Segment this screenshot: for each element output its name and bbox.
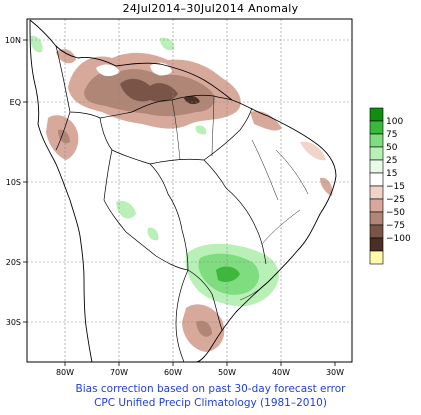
y-tick-label: EQ: [10, 98, 21, 107]
legend-swatch: [369, 237, 384, 252]
legend-label: 50: [386, 143, 398, 153]
map-title: 24Jul2014–30Jul2014 Anomaly: [122, 2, 299, 15]
y-tick-labels: 10N EQ 10S 20S 30S: [5, 36, 21, 327]
legend-swatch: [369, 224, 384, 239]
y-tick-label: 10N: [5, 36, 21, 45]
legend-label: 25: [386, 156, 397, 166]
legend-swatch: [369, 146, 384, 161]
anomaly-shading: [30, 35, 333, 352]
y-tick-label: 30S: [6, 318, 21, 327]
legend-swatch: [369, 185, 384, 200]
legend-label: 75: [386, 130, 397, 140]
legend-swatch: [369, 211, 384, 226]
y-tick-label: 20S: [6, 258, 21, 267]
footer-bias-note: Bias correction based on past 30-day for…: [75, 383, 346, 395]
map-frame: [26, 18, 353, 363]
x-tick-label: 30W: [326, 368, 344, 377]
x-tick-label: 70W: [110, 368, 128, 377]
x-tick-label: 40W: [272, 368, 290, 377]
legend-swatch: [369, 250, 384, 265]
legend-swatch: [369, 172, 384, 187]
y-tick-label: 10S: [6, 178, 21, 187]
country-borders: [55, 45, 267, 362]
legend-label: −15: [386, 182, 405, 192]
legend-swatch: [369, 133, 384, 148]
legend-label: −75: [386, 221, 405, 231]
x-tick-label: 50W: [218, 368, 236, 377]
lat-lon-grid: [27, 19, 352, 362]
legend-label: −50: [386, 208, 405, 218]
axis-tick-marks: [23, 39, 336, 366]
legend-label: 100: [386, 117, 403, 127]
legend-swatch: [369, 159, 384, 174]
x-tick-label: 80W: [56, 368, 74, 377]
state-borders: [171, 95, 309, 301]
legend-label: −100: [386, 234, 411, 244]
color-legend: 100 75 50 25 15 −15 −25 −50 −75 −100: [369, 107, 411, 265]
x-tick-labels: 80W 70W 60W 50W 40W 30W: [56, 368, 344, 377]
legend-label: 15: [386, 169, 397, 179]
legend-swatch: [369, 107, 384, 122]
legend-label: −25: [386, 195, 405, 205]
x-tick-label: 60W: [164, 368, 182, 377]
coastline: [29, 19, 337, 362]
footer-climatology-note: CPC Unified Precip Climatology (1981–201…: [94, 397, 327, 409]
legend-swatch: [369, 120, 384, 135]
legend-swatch: [369, 198, 384, 213]
